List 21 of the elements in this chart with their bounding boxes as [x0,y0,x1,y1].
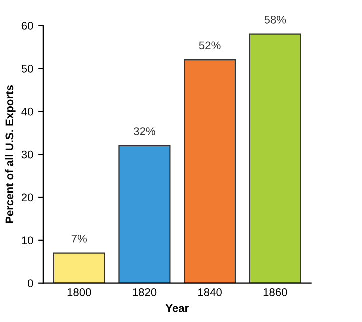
x-tick-label: 1820 [133,288,157,296]
y-tick-label: 0 [28,280,34,288]
y-tick-label: 60 [22,22,34,30]
data-label: 58% [264,16,286,24]
y-tick-label: 30 [22,150,34,159]
bar [249,34,302,284]
y-tick-label: 20 [22,194,34,202]
x-tick-label: 1840 [198,288,222,296]
bar [53,252,106,284]
data-label: 52% [199,42,221,50]
data-label: 32% [134,128,156,136]
y-tick-label: 10 [22,236,34,245]
y-tick-label: 50 [22,64,34,73]
y-axis-title: Percent of all U.S. Exports [5,86,16,224]
x-tick-label: 1800 [68,288,92,296]
x-axis-title: Year [166,304,189,312]
data-label: 7% [72,234,88,243]
bar [118,145,171,284]
y-tick-label: 40 [22,108,34,116]
bar [184,60,236,284]
x-tick-label: 1860 [264,288,288,296]
